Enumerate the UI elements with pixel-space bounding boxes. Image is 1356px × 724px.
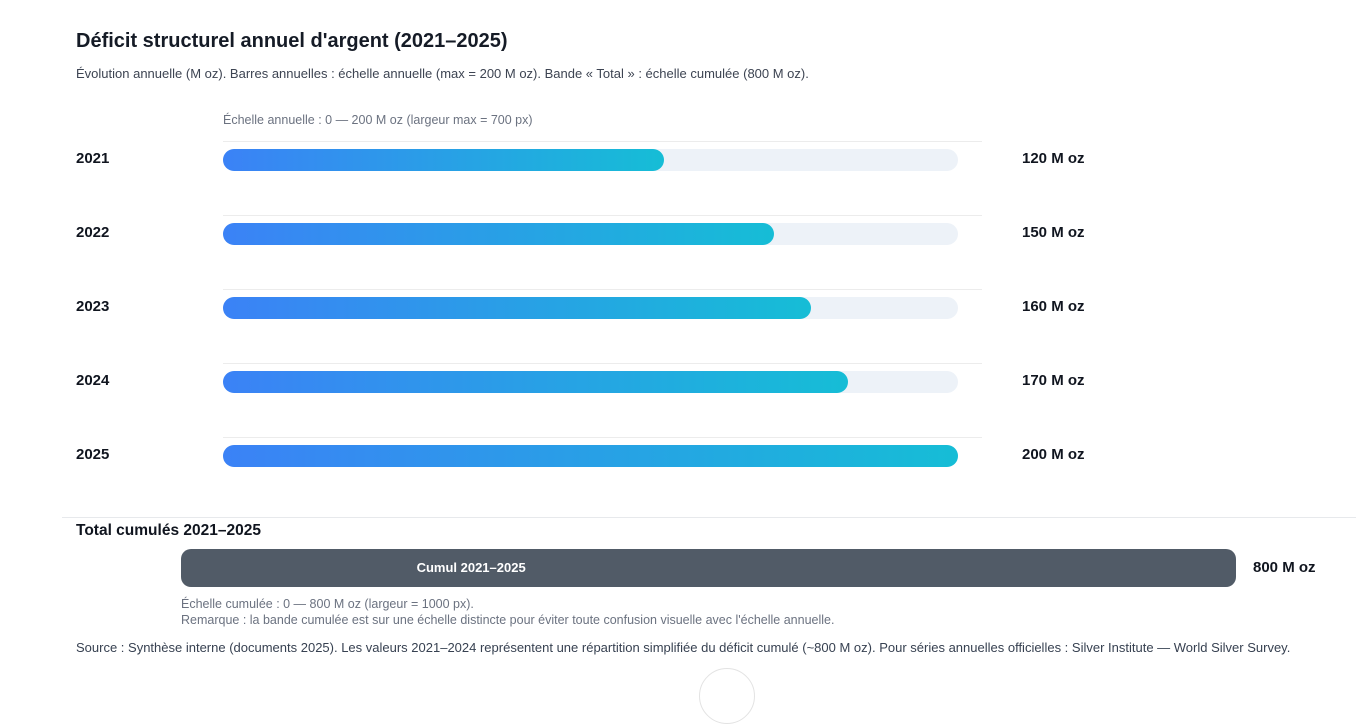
value-label: 160 M oz: [1022, 298, 1085, 315]
bar-cell: [223, 141, 982, 171]
section-divider: [62, 517, 1356, 518]
bar-row: 2023 160 M oz: [76, 289, 1356, 363]
year-label: 2025: [76, 446, 110, 463]
bar-fill: [223, 297, 811, 319]
bar-track: [223, 149, 958, 171]
bar-cell: [223, 363, 982, 393]
year-label: 2024: [76, 372, 110, 389]
cumulative-value-label: 800 M oz: [1253, 559, 1316, 576]
cumulative-scale-note: Échelle cumulée : 0 — 800 M oz (largeur …: [181, 597, 474, 611]
bar-fill: [223, 445, 958, 467]
cumulative-band-row: Cumul 2021–2025 800 M oz: [181, 549, 1316, 587]
cumulative-remark: Remarque : la bande cumulée est sur une …: [181, 612, 835, 627]
bar-fill: [223, 223, 775, 245]
page-title: Déficit structurel annuel d'argent (2021…: [76, 30, 508, 52]
bar-fill: [223, 149, 664, 171]
source-note: Source : Synthèse interne (documents 202…: [76, 640, 1291, 655]
chart-subtitle: Évolution annuelle (M oz). Barres annuel…: [76, 66, 809, 81]
value-label: 170 M oz: [1022, 372, 1085, 389]
year-label: 2023: [76, 298, 110, 315]
bar-cell: [223, 437, 982, 467]
bar-cell: [223, 289, 982, 319]
cumulative-notes: Échelle cumulée : 0 — 800 M oz (largeur …: [181, 597, 834, 628]
year-label: 2021: [76, 150, 110, 167]
value-label: 150 M oz: [1022, 224, 1085, 241]
bar-track: [223, 297, 958, 319]
bar-row: 2022 150 M oz: [76, 215, 1356, 289]
cumulative-band-label: Cumul 2021–2025: [416, 560, 526, 575]
bar-track: [223, 371, 958, 393]
bottom-partial-circle: [699, 668, 755, 724]
total-section-heading: Total cumulés 2021–2025: [76, 522, 261, 539]
bar-track: [223, 223, 958, 245]
bar-cell: [223, 215, 982, 245]
bar-track: [223, 445, 958, 467]
annual-bars-chart: 2021 120 M oz 2022 150 M oz 2023 160 M oz 2024…: [76, 141, 1356, 511]
year-label: 2022: [76, 224, 110, 241]
value-label: 120 M oz: [1022, 150, 1085, 167]
value-label: 200 M oz: [1022, 446, 1085, 463]
annual-scale-label: Échelle annuelle : 0 — 200 M oz (largeur…: [223, 113, 533, 127]
bar-fill: [223, 371, 848, 393]
bar-row: 2021 120 M oz: [76, 141, 1356, 215]
bar-row: 2025 200 M oz: [76, 437, 1356, 511]
bar-row: 2024 170 M oz: [76, 363, 1356, 437]
cumulative-band: Cumul 2021–2025: [181, 549, 1236, 587]
